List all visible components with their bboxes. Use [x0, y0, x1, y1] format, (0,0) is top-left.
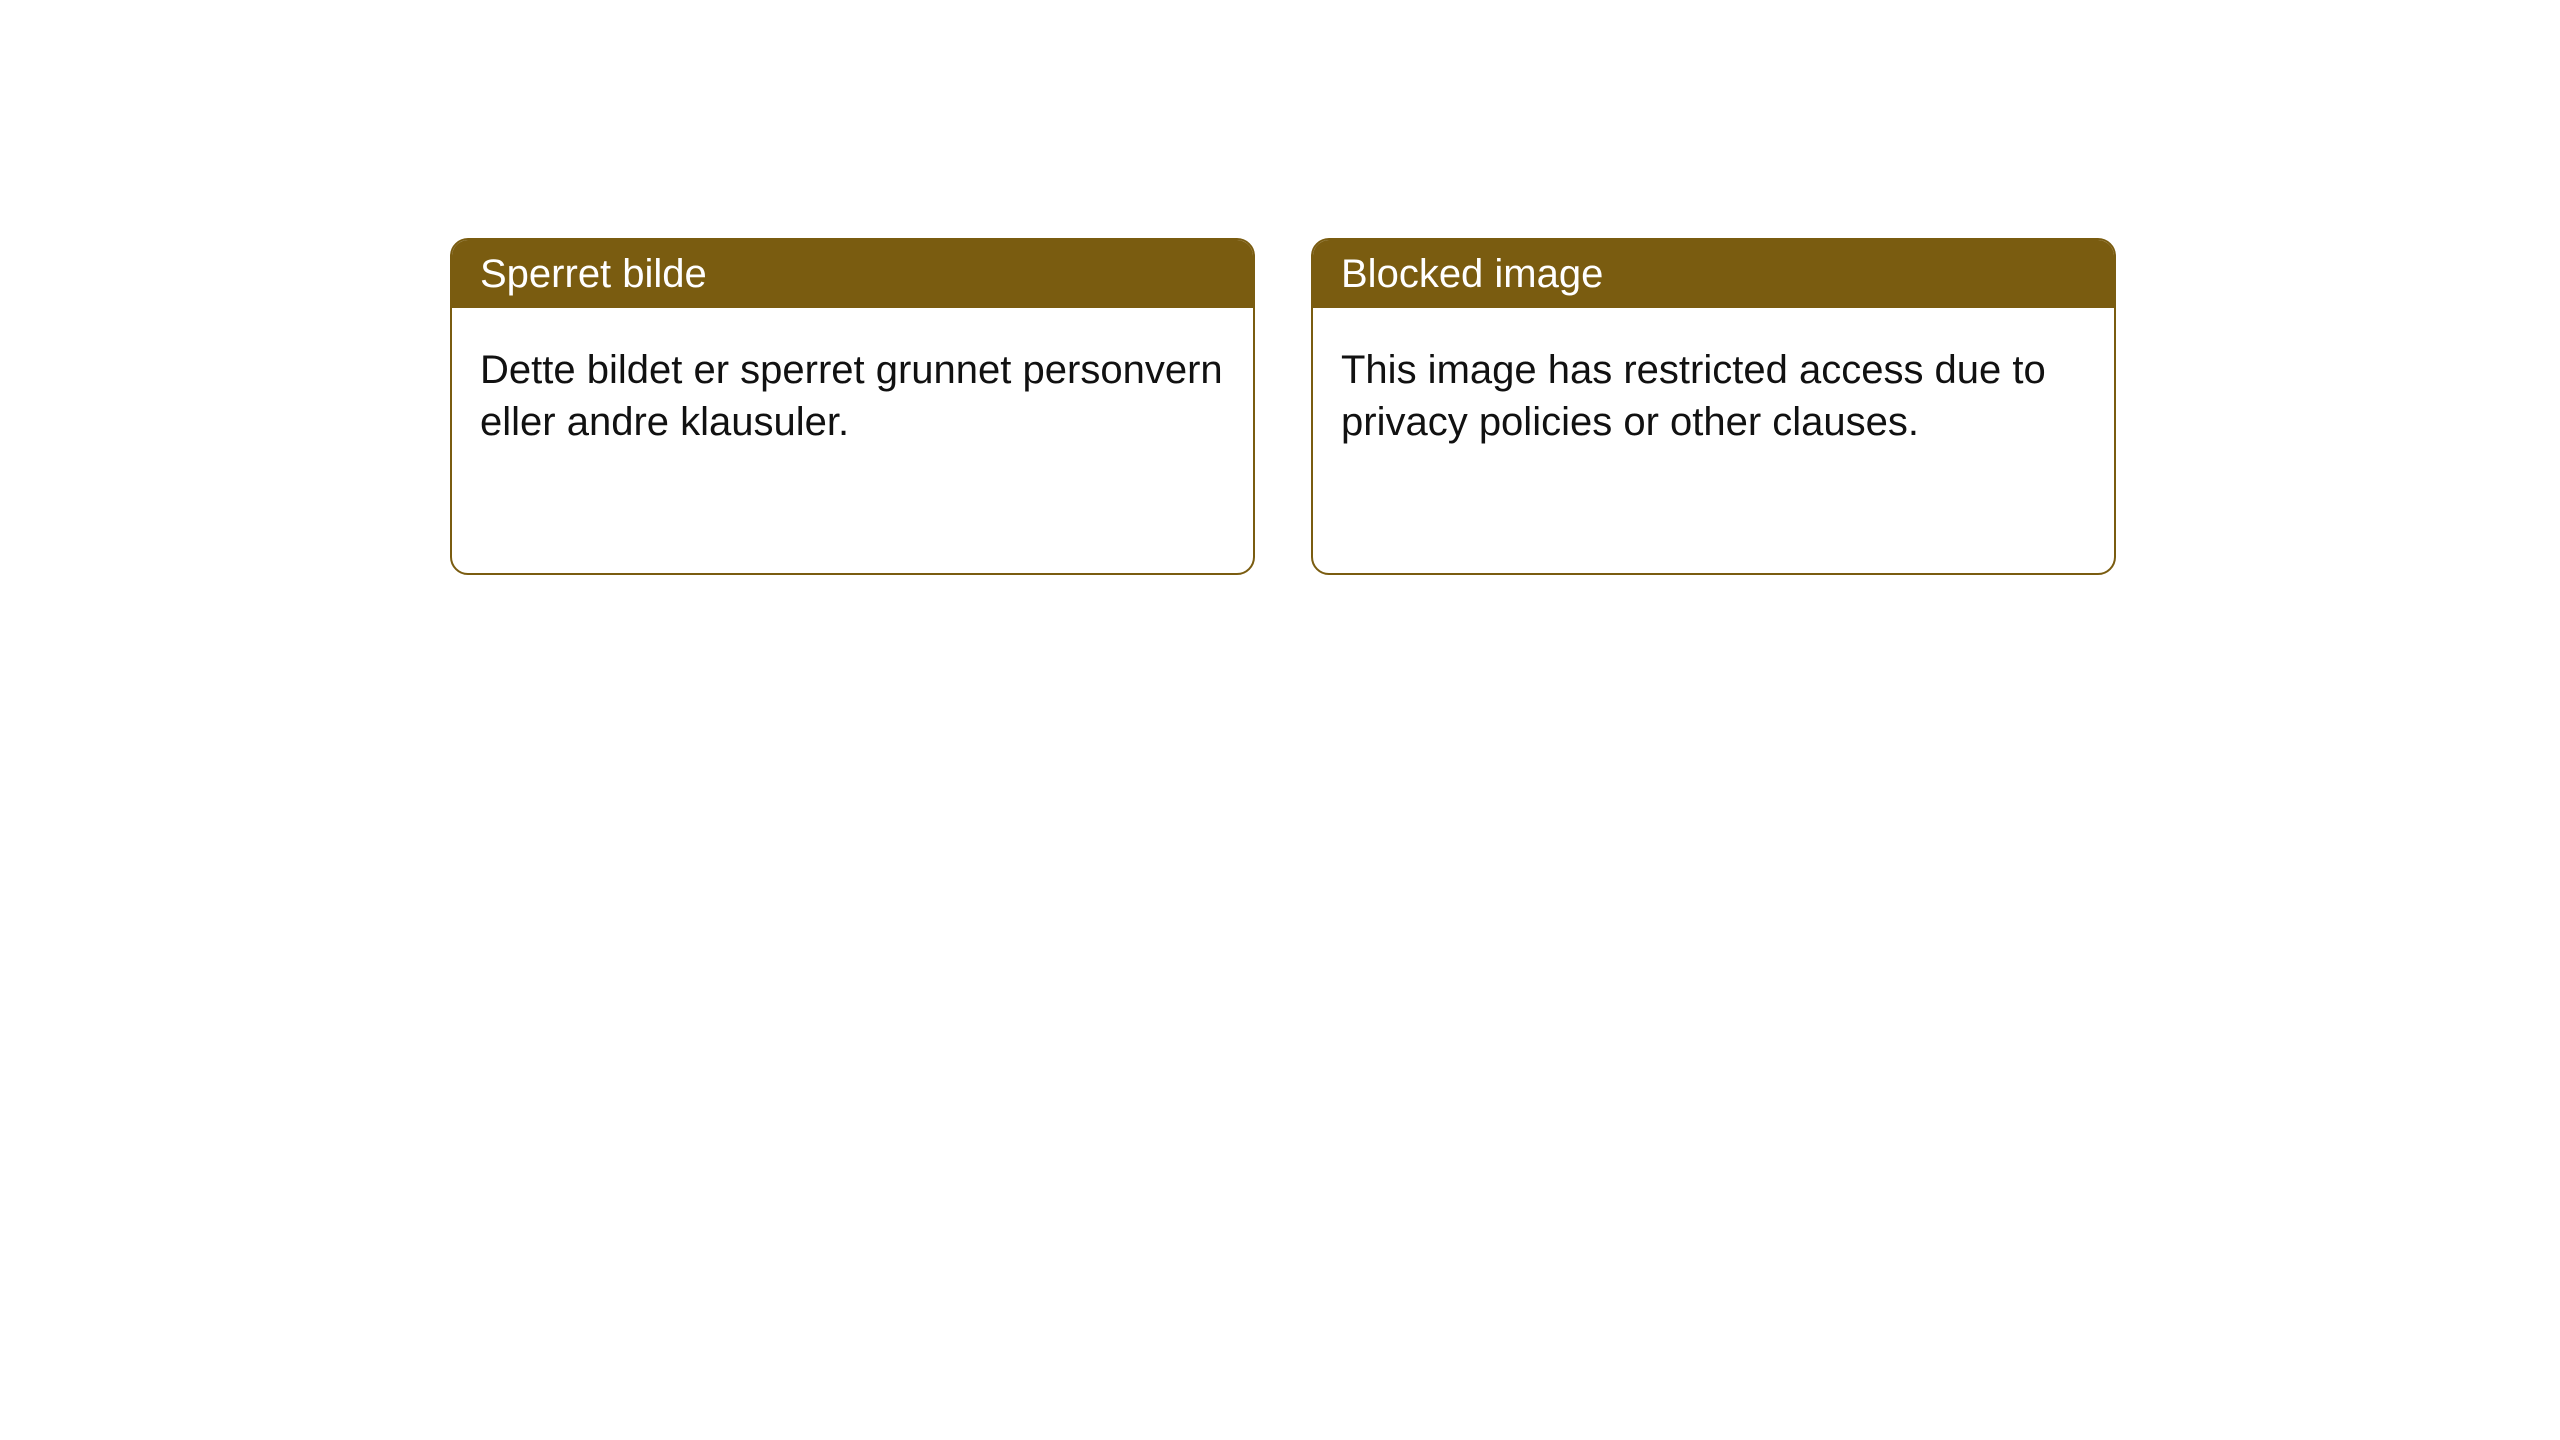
notice-body-english: This image has restricted access due to …: [1313, 308, 2114, 484]
notice-card-norwegian: Sperret bilde Dette bildet er sperret gr…: [450, 238, 1255, 575]
notice-title-norwegian: Sperret bilde: [452, 240, 1253, 308]
notice-title-english: Blocked image: [1313, 240, 2114, 308]
notice-body-norwegian: Dette bildet er sperret grunnet personve…: [452, 308, 1253, 484]
notice-card-english: Blocked image This image has restricted …: [1311, 238, 2116, 575]
notice-container: Sperret bilde Dette bildet er sperret gr…: [0, 0, 2560, 575]
